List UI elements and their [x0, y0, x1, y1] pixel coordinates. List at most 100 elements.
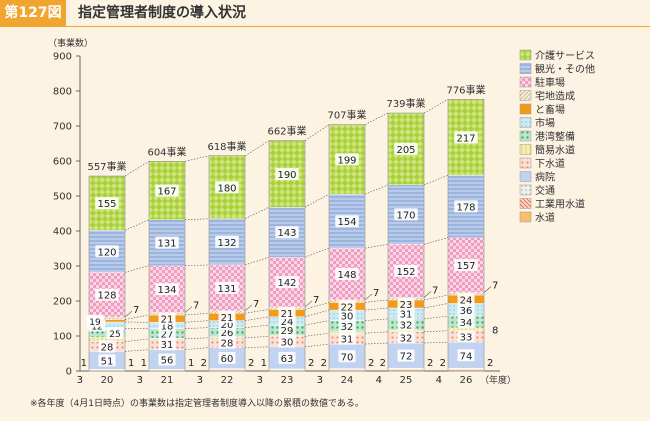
connector-- — [364, 184, 389, 195]
connector-- — [304, 332, 330, 337]
data-label--: 7 — [373, 288, 379, 299]
total-label: 618事業 — [207, 140, 246, 153]
legend-label--: 病院 — [535, 171, 555, 184]
total-label: 662事業 — [267, 125, 306, 138]
connector-- — [184, 347, 210, 350]
legend-swatch-- — [519, 76, 532, 88]
connector-- — [423, 294, 449, 301]
connector-- — [244, 140, 270, 157]
data-label-bg — [95, 288, 119, 301]
data-label--: 29 — [281, 326, 294, 337]
data-label--: 155 — [97, 199, 116, 210]
legend-label--: と畜場 — [535, 103, 565, 116]
y-axis-title: （事業数） — [48, 37, 93, 49]
connector-- — [184, 327, 210, 329]
data-label--: 3 — [77, 375, 83, 386]
data-label-bg — [275, 167, 299, 180]
data-label-bg — [98, 340, 116, 353]
connector-- — [184, 312, 210, 316]
data-label--: 120 — [97, 247, 116, 258]
data-label-bg — [454, 200, 478, 213]
legend-label--: 下水道 — [535, 157, 565, 170]
connector-- — [364, 307, 389, 311]
data-label-bg — [397, 307, 415, 320]
connector-- — [184, 218, 210, 221]
legend-label--: 介護サービス — [535, 49, 595, 62]
connector-- — [304, 193, 330, 208]
x-tick-label: 21 — [161, 375, 174, 386]
data-label-bg — [397, 318, 415, 331]
connector-- — [364, 342, 389, 345]
connector-- — [423, 237, 449, 245]
x-tick-label: 22 — [221, 375, 234, 386]
x-tick-label: 26 — [460, 375, 473, 386]
data-label-bg — [278, 307, 296, 320]
data-label--: 170 — [396, 211, 415, 222]
y-tick-label: 500 — [53, 192, 72, 203]
label-leader — [483, 286, 492, 293]
data-label--: 2 — [487, 358, 493, 369]
data-label-bg — [275, 276, 299, 289]
data-label--: 18 — [161, 322, 174, 333]
connector-- — [304, 309, 330, 318]
connector-- — [124, 349, 150, 352]
data-label--: 154 — [337, 217, 356, 228]
data-label-bg — [338, 332, 356, 345]
connector-- — [304, 343, 330, 348]
bar-outline — [208, 155, 246, 372]
data-label--: 2 — [380, 358, 386, 369]
connector-lines — [124, 99, 492, 352]
legend-swatch-- — [519, 171, 532, 182]
connector-- — [304, 124, 330, 141]
bar-outline — [328, 124, 366, 372]
data-label--: 2 — [308, 358, 314, 369]
data-label-bg — [158, 338, 176, 351]
figure-number: 第127図 — [0, 0, 66, 26]
data-label--: 1 — [128, 358, 134, 369]
data-label-bg — [457, 303, 475, 316]
x-tick-label: 20 — [101, 375, 114, 386]
y-tick-label: 0 — [66, 367, 72, 378]
connector-- — [124, 265, 150, 273]
legend-swatch-- — [519, 103, 532, 115]
connector-- — [124, 219, 150, 231]
connector-- — [304, 302, 330, 310]
y-tick-label: 200 — [53, 297, 72, 308]
data-label--: 178 — [456, 203, 475, 214]
connector-- — [364, 244, 389, 249]
connector-- — [423, 303, 449, 309]
connector-- — [124, 338, 150, 342]
data-label-bg — [338, 350, 356, 363]
data-label-bg — [215, 235, 239, 248]
label-leader — [184, 306, 193, 313]
data-label--: 143 — [277, 228, 296, 239]
data-label--: 2 — [440, 358, 446, 369]
connector-- — [423, 315, 449, 320]
data-label--: 4 — [376, 375, 382, 386]
data-label--: 8 — [492, 325, 498, 336]
connector-- — [124, 314, 150, 320]
data-label--: 56 — [161, 355, 174, 366]
data-label-bg — [338, 320, 356, 333]
data-label--: 51 — [101, 356, 114, 367]
data-label-bg — [335, 153, 359, 166]
connector-- — [423, 175, 449, 186]
connector-- — [244, 316, 270, 321]
total-label: 604事業 — [147, 145, 186, 158]
data-label--: 21 — [281, 309, 294, 320]
data-label--: 30 — [341, 311, 354, 322]
connector-- — [364, 112, 389, 125]
legend-swatch-- — [519, 144, 532, 155]
data-label--: 19 — [89, 318, 101, 328]
legend-swatch-- — [519, 184, 532, 196]
legend-label--: 交通 — [535, 184, 555, 197]
legend: 介護サービス観光・その他駐車場宅地造成と畜場市場港湾整備簡易水道下水道病院交通工… — [519, 49, 595, 224]
connector-- — [184, 155, 210, 162]
data-label-bg — [397, 297, 415, 310]
total-label: 739事業 — [386, 97, 425, 110]
data-label--: 63 — [281, 354, 294, 365]
legend-label--: 港湾整備 — [535, 130, 575, 143]
y-tick-label: 100 — [53, 332, 72, 343]
data-label-bg — [454, 131, 478, 144]
